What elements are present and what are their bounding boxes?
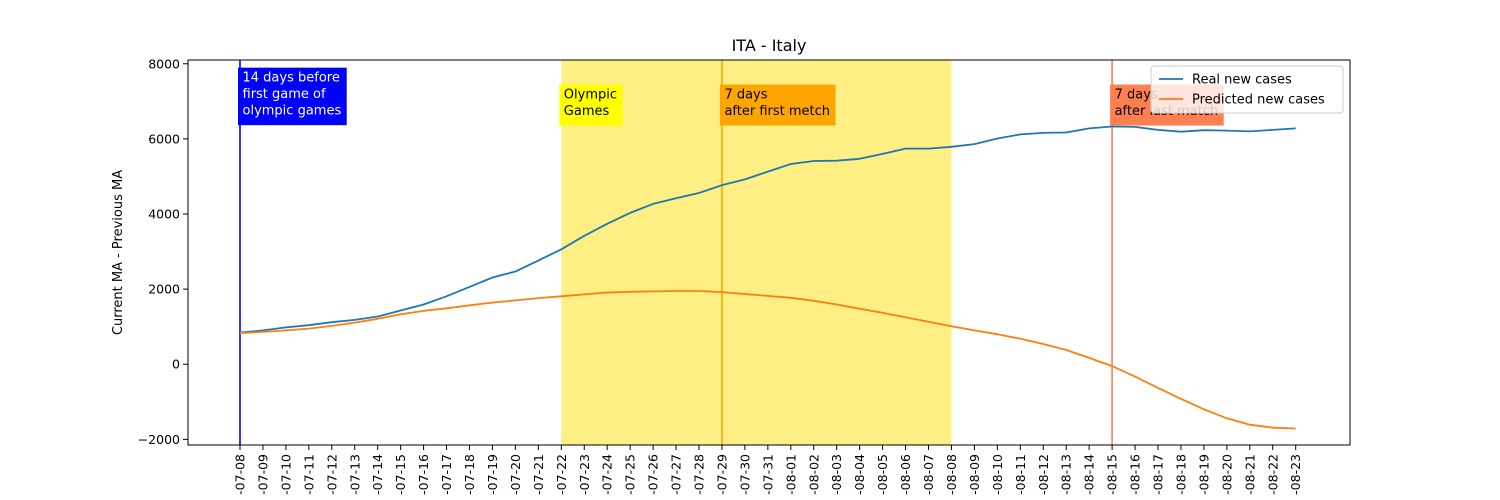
annotation-text-2-1: after first metch — [724, 104, 830, 119]
annotation-text-2-0: 7 days — [724, 88, 767, 103]
x-tick-label-8: -07-16 — [416, 454, 431, 495]
x-tick-label-45: -08-22 — [1265, 454, 1280, 495]
annotation-text-3-0: 7 days — [1115, 88, 1158, 103]
x-tick-label-38: -08-15 — [1105, 454, 1120, 495]
x-tick-label-43: -08-20 — [1219, 454, 1234, 495]
annotation-text-1-1: Games — [564, 104, 610, 119]
x-tick-label-25: -08-02 — [806, 454, 821, 495]
y-tick-label-0: 0 — [172, 357, 180, 372]
annotation-text-0-2: olympic games — [243, 104, 342, 119]
x-tick-label-33: -08-10 — [990, 454, 1005, 495]
plot-frame — [187, 59, 1351, 446]
chart-title: ITA - Italy — [732, 36, 807, 55]
x-tick-label-2: -07-10 — [278, 454, 293, 495]
x-tick-label-21: -07-29 — [714, 454, 729, 495]
series-line-1 — [239, 290, 1296, 430]
x-tick-label-26: -08-03 — [829, 454, 844, 495]
annotation-text-0-1: first game of — [243, 87, 327, 102]
y-tick-label-8000: 8000 — [148, 56, 180, 71]
annotation-text-0-0: 14 days before — [243, 71, 340, 86]
x-tick-label-18: -07-26 — [646, 454, 661, 495]
x-tick-label-27: -08-04 — [852, 454, 867, 495]
x-tick-label-41: -08-18 — [1173, 454, 1188, 495]
x-tick-label-9: -07-17 — [439, 454, 454, 495]
annotation-box-1 — [559, 84, 623, 126]
x-tick-label-6: -07-14 — [370, 454, 385, 495]
y-tick-label-2000: 2000 — [148, 282, 180, 297]
x-tick-label-3: -07-11 — [301, 454, 316, 495]
x-tick-label-37: -08-14 — [1082, 454, 1097, 495]
x-tick-label-24: -08-01 — [783, 454, 798, 495]
x-tick-label-1: -07-09 — [255, 454, 270, 495]
annotation-box-2 — [719, 84, 836, 126]
annotation-box-0 — [238, 67, 347, 126]
x-tick-label-23: -07-31 — [760, 454, 775, 495]
x-tick-label-31: -08-08 — [944, 454, 959, 495]
x-tick-label-15: -07-23 — [577, 454, 592, 495]
x-tick-label-20: -07-28 — [692, 454, 707, 495]
x-tick-label-16: -07-24 — [600, 454, 615, 495]
series-line-0 — [239, 125, 1296, 334]
x-tick-label-29: -08-06 — [898, 454, 913, 495]
x-tick-label-11: -07-19 — [485, 454, 500, 495]
x-tick-label-0: -07-08 — [233, 454, 248, 495]
y-tick-label--2000: −2000 — [138, 432, 180, 447]
x-tick-label-14: -07-22 — [554, 454, 569, 495]
x-tick-label-13: -07-21 — [531, 454, 546, 495]
legend-label-1: Predicted new cases — [1192, 93, 1325, 108]
x-tick-label-35: -08-12 — [1036, 454, 1051, 495]
y-axis-title: Current MA - Previous MA — [111, 170, 126, 335]
legend-box — [1150, 65, 1344, 114]
annotation-text-1-0: Olympic — [564, 88, 617, 103]
y-tick-label-4000: 4000 — [148, 207, 180, 222]
x-tick-label-19: -07-27 — [669, 454, 684, 495]
y-tick-label-6000: 6000 — [148, 131, 180, 146]
x-tick-label-32: -08-09 — [967, 454, 982, 495]
x-tick-label-10: -07-18 — [462, 454, 477, 495]
x-tick-label-5: -07-13 — [347, 454, 362, 495]
x-tick-label-46: -08-23 — [1288, 454, 1303, 495]
x-tick-label-28: -08-05 — [875, 454, 890, 495]
x-tick-label-44: -08-21 — [1242, 454, 1257, 495]
x-tick-label-42: -08-19 — [1196, 454, 1211, 495]
x-tick-label-17: -07-25 — [623, 454, 638, 495]
x-tick-label-12: -07-20 — [508, 454, 523, 495]
x-tick-label-7: -07-15 — [393, 454, 408, 495]
x-tick-label-36: -08-13 — [1059, 454, 1074, 495]
legend-label-0: Real new cases — [1192, 73, 1292, 88]
x-tick-label-34: -08-11 — [1013, 454, 1028, 495]
x-tick-label-39: -08-16 — [1128, 454, 1143, 495]
x-tick-label-40: -08-17 — [1151, 454, 1166, 495]
x-tick-label-4: -07-12 — [324, 454, 339, 495]
x-tick-label-22: -07-30 — [737, 454, 752, 495]
x-tick-label-30: -08-07 — [921, 454, 936, 495]
